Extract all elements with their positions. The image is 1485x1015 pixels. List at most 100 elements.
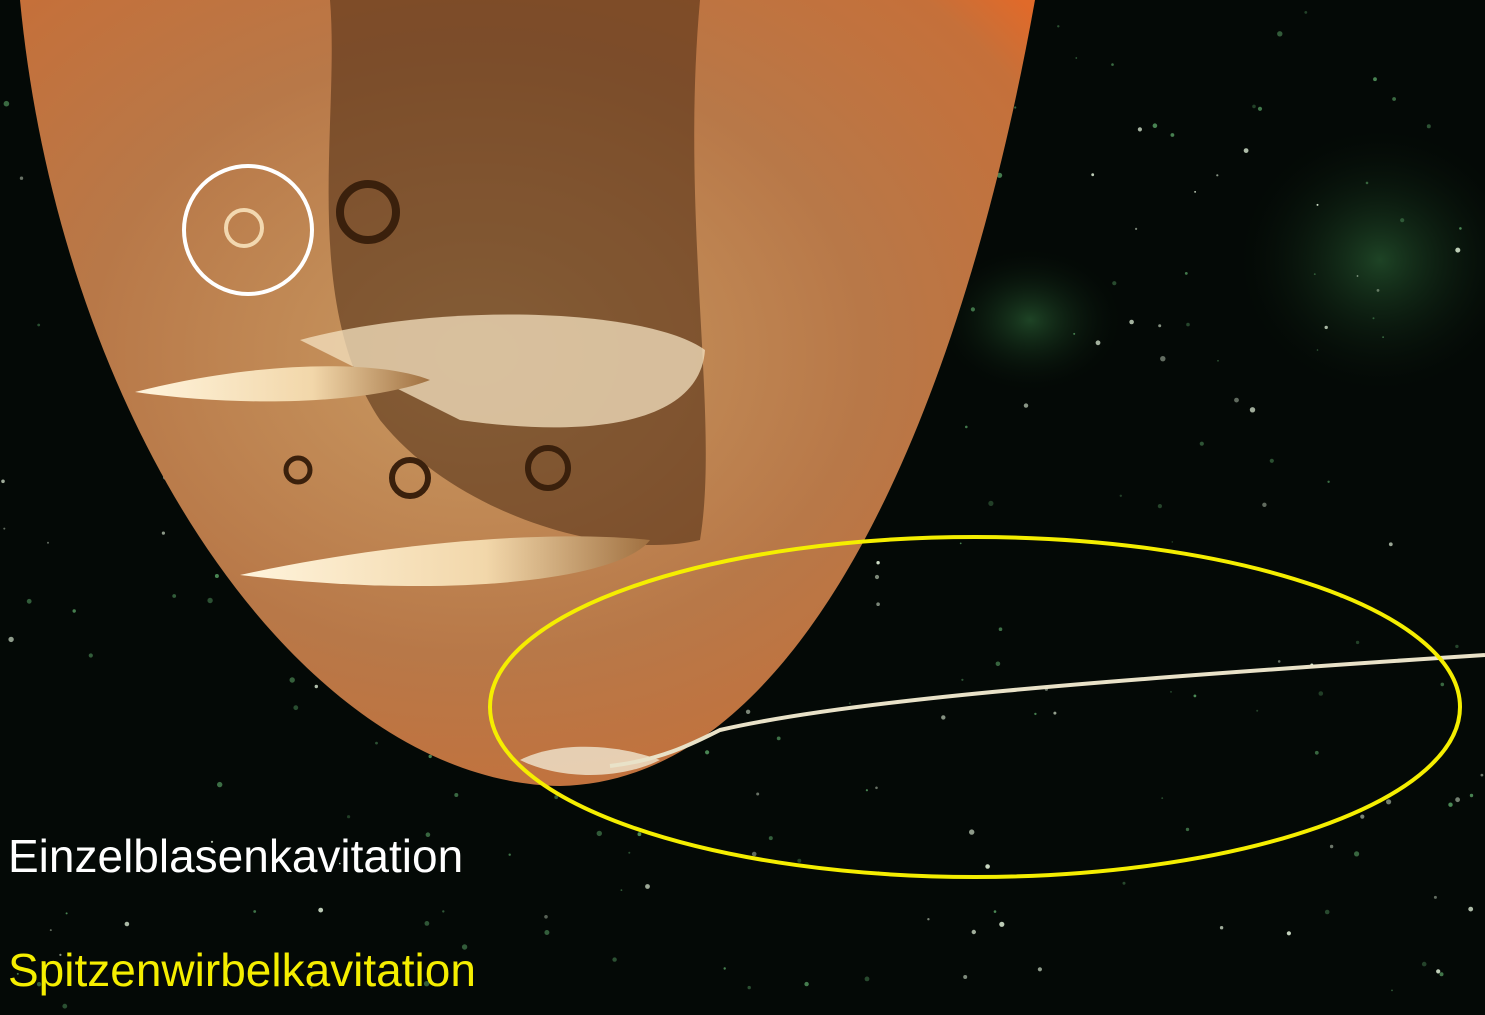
particle xyxy=(253,910,256,913)
particle xyxy=(1244,148,1249,153)
particle xyxy=(1220,926,1223,929)
particle xyxy=(544,915,548,919)
particle xyxy=(1481,774,1484,777)
particle xyxy=(315,685,318,688)
particle xyxy=(293,705,298,710)
particle xyxy=(1234,398,1239,403)
particle xyxy=(1186,828,1189,831)
particle xyxy=(1400,218,1404,222)
particle xyxy=(162,532,165,535)
particle xyxy=(969,829,974,834)
particle xyxy=(1354,851,1359,856)
particle xyxy=(1391,990,1393,992)
particle xyxy=(1330,845,1333,848)
particle xyxy=(876,602,880,606)
particle xyxy=(638,832,642,836)
particle xyxy=(4,101,10,107)
particle xyxy=(1024,403,1028,407)
particle xyxy=(1123,882,1126,885)
particle xyxy=(999,627,1003,631)
particle xyxy=(994,910,997,913)
page: Einzelblasenkavitation Spitzenwirbelkavi… xyxy=(0,0,1485,1015)
particle xyxy=(999,922,1004,927)
particle xyxy=(1138,127,1142,131)
particle xyxy=(1427,124,1431,128)
particle xyxy=(769,836,773,840)
particle xyxy=(1153,123,1158,128)
particle xyxy=(1455,645,1458,648)
particle xyxy=(318,908,323,913)
particle xyxy=(47,542,49,544)
particle xyxy=(375,742,378,745)
particle xyxy=(960,543,962,545)
particle xyxy=(1135,228,1137,230)
particle xyxy=(1096,340,1101,345)
particle xyxy=(1217,360,1219,362)
particle xyxy=(1160,356,1165,361)
particle xyxy=(1194,191,1196,193)
particle xyxy=(425,921,430,926)
particle xyxy=(1111,63,1114,66)
particle xyxy=(1459,227,1462,230)
label-tip-vortex: Spitzenwirbelkavitation xyxy=(8,944,476,996)
particle xyxy=(37,324,40,327)
particle xyxy=(1356,641,1359,644)
particle xyxy=(988,501,993,506)
particle xyxy=(612,957,616,961)
particle xyxy=(1373,317,1375,319)
particle xyxy=(597,831,602,836)
particle xyxy=(797,859,801,863)
particle xyxy=(442,910,444,912)
particle xyxy=(628,852,630,854)
particle xyxy=(865,977,870,982)
particle xyxy=(876,561,879,564)
particle xyxy=(1455,797,1460,802)
particle xyxy=(1366,182,1369,185)
particle xyxy=(1448,803,1452,807)
particle xyxy=(1441,683,1445,687)
particle xyxy=(1161,797,1163,799)
particle xyxy=(1315,751,1319,755)
particle xyxy=(1357,275,1359,277)
particle xyxy=(1073,333,1075,335)
particle xyxy=(927,918,929,920)
particle xyxy=(509,854,511,856)
particle xyxy=(972,930,976,934)
particle xyxy=(1170,691,1172,693)
particle xyxy=(621,889,623,891)
particle xyxy=(1194,695,1197,698)
particle xyxy=(1422,962,1427,967)
particle xyxy=(1277,31,1282,36)
particle xyxy=(849,702,851,704)
particle xyxy=(1386,799,1391,804)
particle xyxy=(1216,174,1218,176)
particle xyxy=(1250,407,1255,412)
particle xyxy=(347,815,350,818)
particle xyxy=(996,662,1001,667)
particle xyxy=(544,930,549,935)
particle xyxy=(971,307,975,311)
particle xyxy=(1129,320,1134,325)
particle xyxy=(965,426,968,429)
particle xyxy=(985,864,990,869)
particle xyxy=(1455,248,1460,253)
label-single-bubble: Einzelblasenkavitation xyxy=(8,830,463,882)
particle xyxy=(1389,542,1393,546)
particle xyxy=(8,637,13,642)
particle xyxy=(1325,910,1330,915)
particle xyxy=(705,750,709,754)
particle xyxy=(1287,931,1291,935)
particle xyxy=(748,986,751,989)
particle xyxy=(207,598,212,603)
particle xyxy=(1377,289,1380,292)
particle xyxy=(1434,896,1437,899)
particle xyxy=(1440,972,1444,976)
particle xyxy=(1373,77,1377,81)
particle xyxy=(1262,503,1266,507)
particle xyxy=(645,884,650,889)
particle xyxy=(1038,967,1042,971)
particle xyxy=(172,594,176,598)
particle xyxy=(50,929,52,931)
particle xyxy=(866,789,868,791)
particle xyxy=(1470,794,1473,797)
